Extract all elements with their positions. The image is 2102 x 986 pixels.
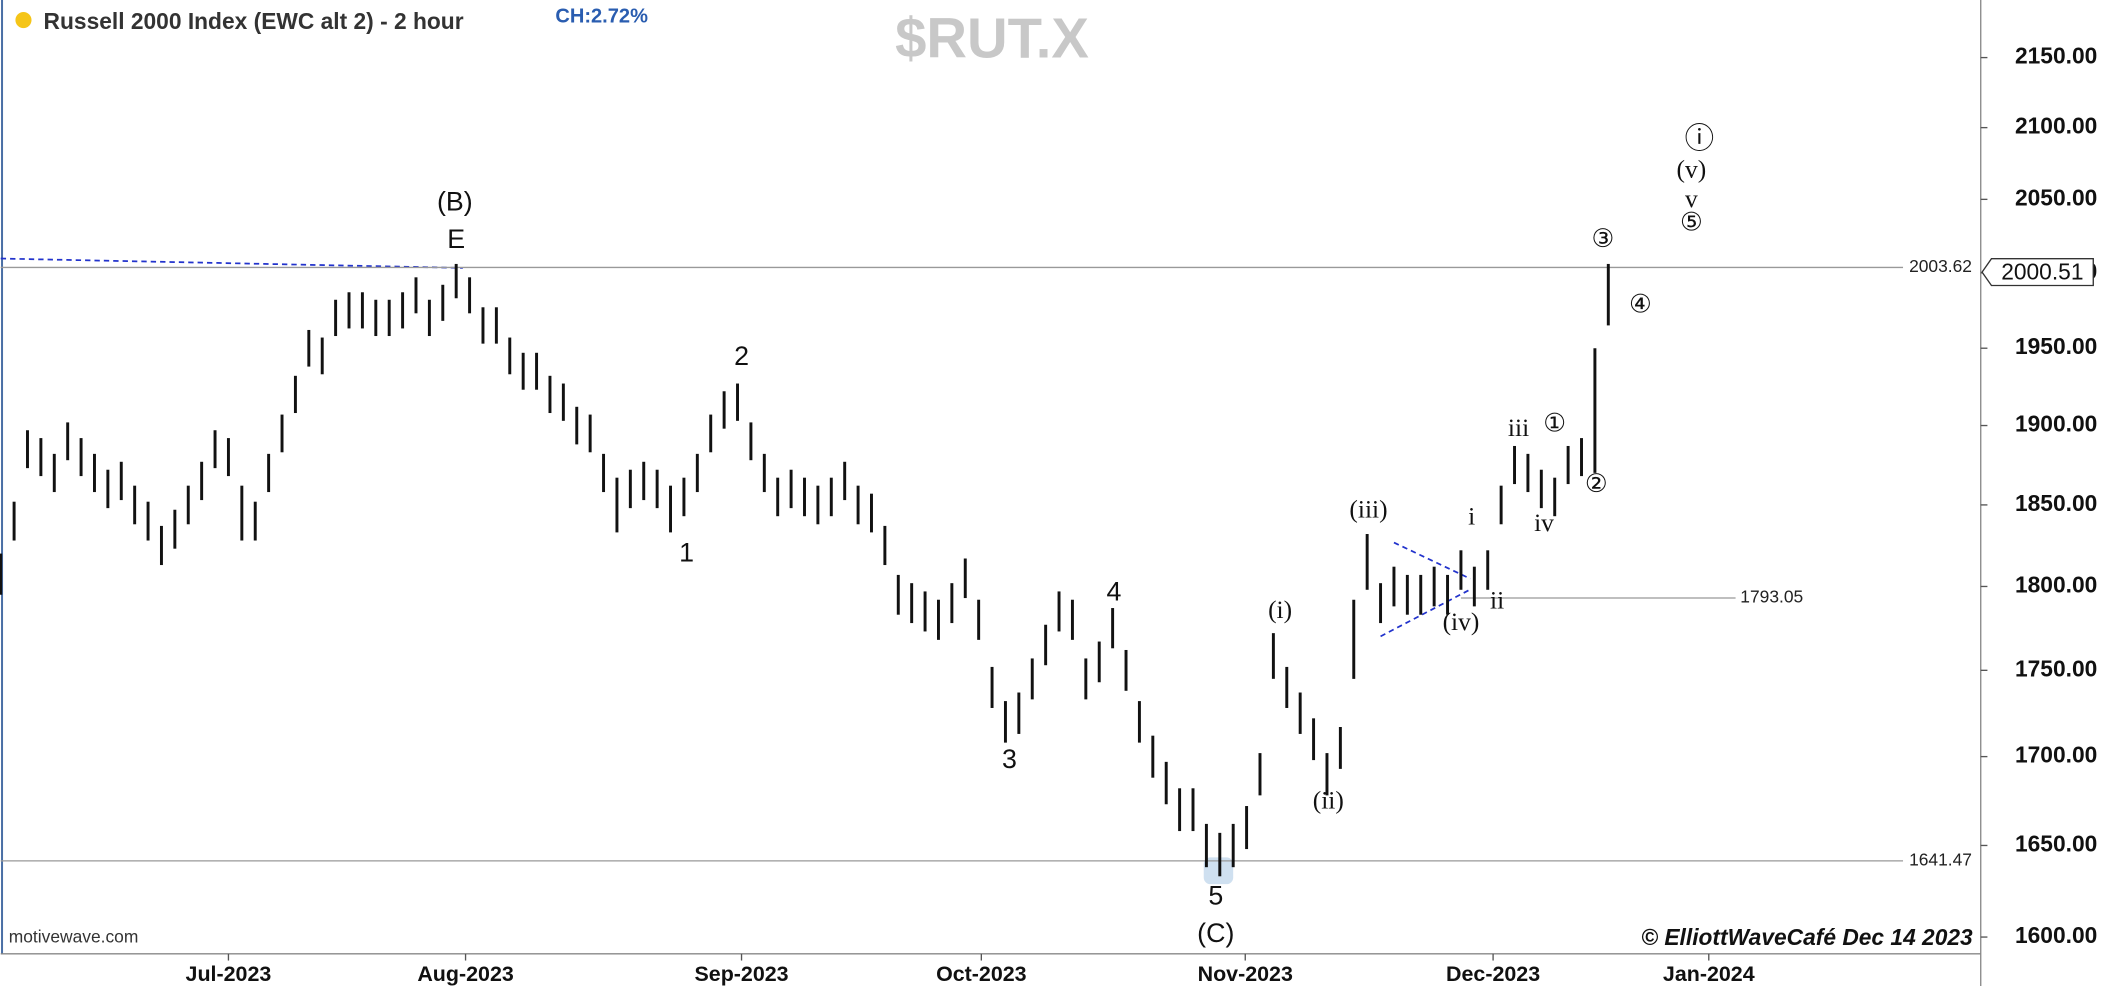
triangle-line bbox=[1380, 588, 1471, 638]
status-dot bbox=[15, 12, 32, 29]
wave-label: (v) bbox=[1677, 154, 1707, 183]
wave-label: ⑤ bbox=[1680, 208, 1703, 238]
wave-label: (iv) bbox=[1443, 607, 1480, 636]
wave-label: (B) bbox=[437, 187, 473, 217]
last-price-label: 2000.51 bbox=[2001, 258, 2083, 284]
wave-label: ⓘ bbox=[1685, 121, 1714, 155]
x-tick-label: Nov-2023 bbox=[1198, 962, 1293, 986]
y-tick-label: 1800.00 bbox=[2015, 571, 2097, 597]
wave-label: i bbox=[1468, 501, 1475, 530]
triangle-line bbox=[1393, 541, 1471, 580]
x-tick-label: Sep-2023 bbox=[694, 962, 788, 986]
wave-label: iv bbox=[1534, 508, 1554, 537]
wave-label: 5 bbox=[1208, 881, 1223, 911]
trend-line bbox=[0, 257, 463, 269]
wave-label: (iii) bbox=[1349, 495, 1387, 524]
y-tick-label: 2150.00 bbox=[2015, 43, 2097, 69]
level-label: 1793.05 bbox=[1740, 587, 1803, 607]
last-price-box bbox=[1981, 258, 2094, 287]
x-tick-label: Dec-2023 bbox=[1446, 962, 1540, 986]
level-label: 2003.62 bbox=[1909, 256, 1972, 276]
wave-label: ③ bbox=[1592, 224, 1615, 254]
wave-label: ① bbox=[1543, 409, 1566, 439]
wave-label: 4 bbox=[1107, 577, 1122, 607]
y-tick-label: 2050.00 bbox=[2015, 184, 2097, 210]
y-tick-label: 2100.00 bbox=[2015, 113, 2097, 139]
credit-label: © ElliottWaveCafé Dec 14 2023 bbox=[1641, 924, 1973, 950]
wave-label: ② bbox=[1585, 469, 1608, 499]
wave-label: ii bbox=[1490, 586, 1504, 615]
symbol-watermark: $RUT.X bbox=[895, 7, 1089, 70]
y-tick-label: 1750.00 bbox=[2015, 655, 2097, 681]
chart-title: Russell 2000 Index (EWC alt 2) - 2 hour bbox=[44, 8, 464, 34]
wave-label: (C) bbox=[1197, 918, 1234, 948]
wave-label: (ii) bbox=[1313, 785, 1344, 814]
wave-label: (i) bbox=[1268, 595, 1292, 624]
wave-label: iii bbox=[1508, 413, 1529, 442]
y-tick-label: 1900.00 bbox=[2015, 411, 2097, 437]
wave-label: v bbox=[1685, 184, 1698, 213]
y-tick-label: 1600.00 bbox=[2015, 922, 2097, 948]
y-tick-label: 1650.00 bbox=[2015, 830, 2097, 856]
source-label: motivewave.com bbox=[9, 926, 139, 946]
y-tick-label: 1950.00 bbox=[2015, 333, 2097, 359]
x-tick-label: Jan-2024 bbox=[1663, 962, 1755, 986]
x-tick-label: Aug-2023 bbox=[417, 962, 514, 986]
x-tick-label: Oct-2023 bbox=[936, 962, 1027, 986]
x-tick-label: Jul-2023 bbox=[186, 962, 272, 986]
wave-label: 2 bbox=[734, 341, 749, 371]
wave-label: 3 bbox=[1002, 744, 1017, 774]
y-tick-label: 1850.00 bbox=[2015, 490, 2097, 516]
wave-label: 1 bbox=[679, 538, 694, 568]
y-tick-label: 1700.00 bbox=[2015, 742, 2097, 768]
level-label: 1641.47 bbox=[1909, 849, 1972, 869]
change-label: CH:2.72% bbox=[555, 6, 648, 28]
wave-label: E bbox=[447, 224, 465, 254]
wave-label: ④ bbox=[1629, 289, 1652, 319]
